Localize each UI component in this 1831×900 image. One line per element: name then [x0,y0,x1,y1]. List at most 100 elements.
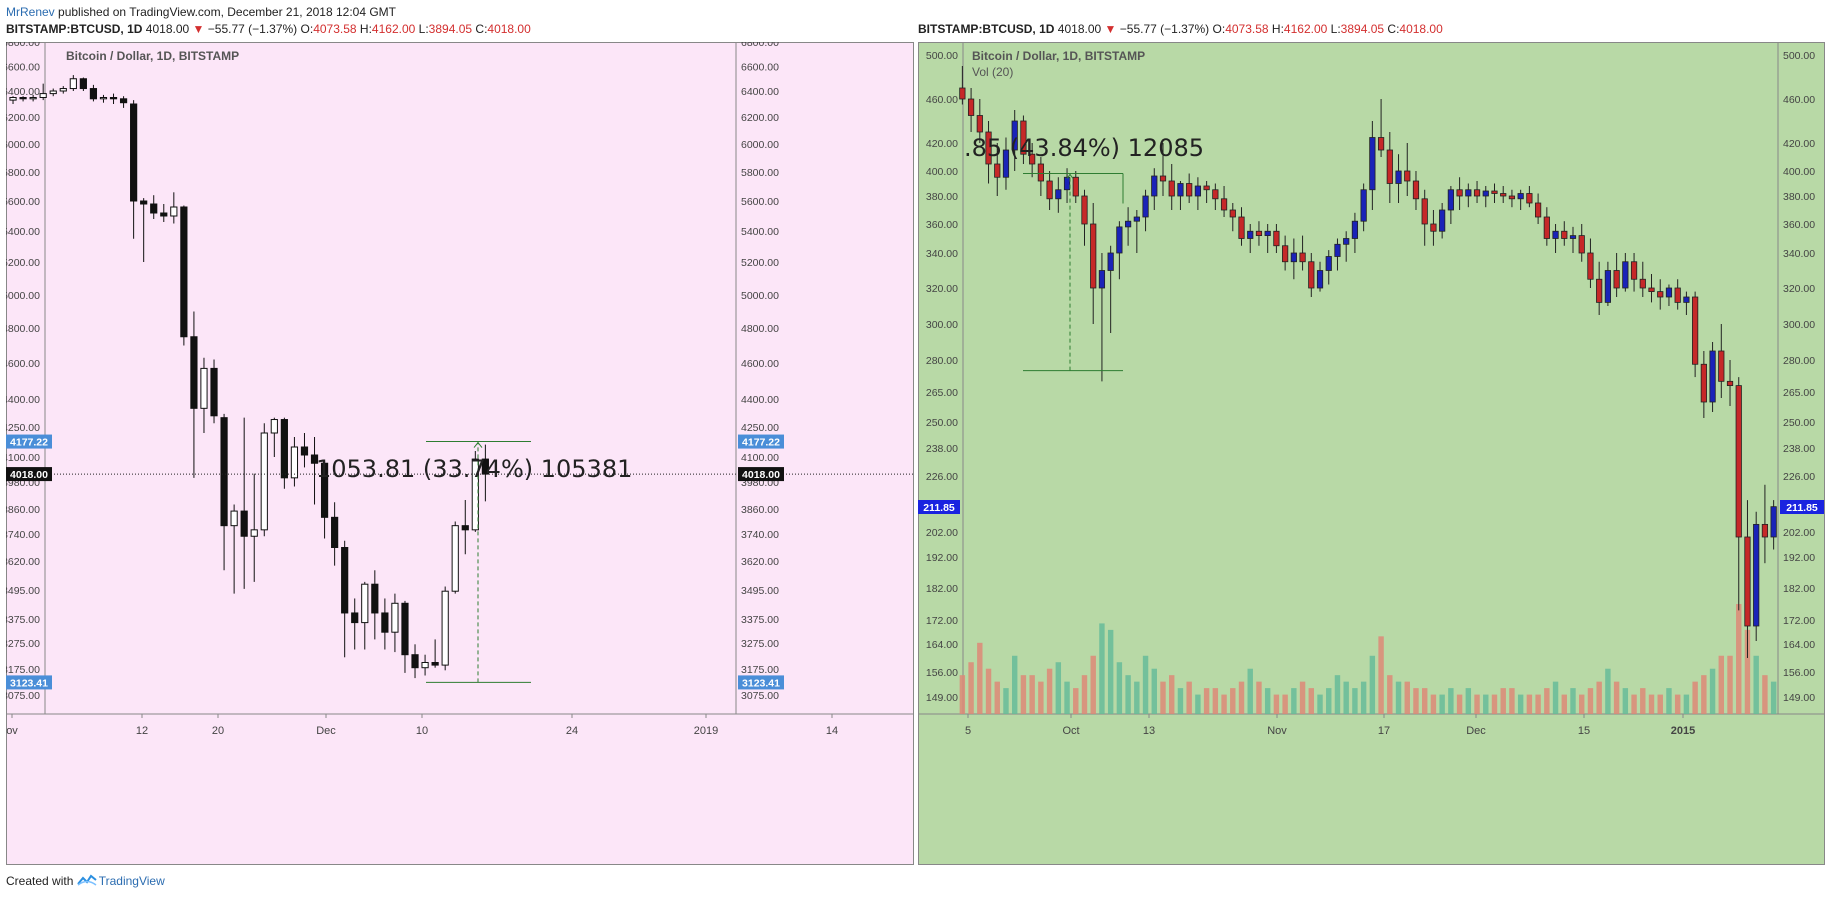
candle-body [1639,278,1646,289]
volume-bar [1456,694,1463,714]
y-tick-label-left: 6800.00 [6,42,40,49]
last-price: 4018.00 [145,22,190,36]
volume-bar [1552,681,1559,714]
x-tick-label: 5 [965,725,971,737]
measure-label: .85 (43.84%) 12085 [964,134,1204,162]
y-tick-label-right: 460.00 [1783,94,1815,106]
y-tick-label-left: 5600.00 [6,196,40,208]
volume-bar [1177,688,1184,714]
volume-bar [1326,688,1332,714]
candle-body [1238,216,1245,239]
volume-bar [1483,694,1489,714]
y-tick-label-left: 4600.00 [6,358,40,370]
volume-bar [1282,694,1288,714]
chart-pane-left[interactable]: 6800.00 6800.00 6600.00 6600.00 6400.00 6400.… [6,42,914,865]
price-badge-upper-right-text: 4177.22 [742,437,780,449]
candle-body [441,590,449,666]
candle-body [421,662,429,669]
y-tick-label-right: 172.00 [1783,615,1815,627]
y-tick-label-left: 4250.00 [6,422,40,434]
volume-bar [1299,681,1306,714]
candle-body [1316,270,1324,289]
price-badge-current-right-text: 4018.00 [742,469,780,481]
y-tick-label-left: 192.00 [926,552,958,564]
y-tick-label-right: 6400.00 [741,86,779,98]
y-tick-label-left: 5400.00 [6,226,40,238]
candle-body [230,510,238,527]
last-price: 4018.00 [1057,22,1102,36]
candle-body [1055,189,1062,200]
candle-body [130,103,138,202]
volume-bar [1203,688,1210,714]
open-label: O: [1212,22,1226,36]
volume-bar [1648,694,1655,714]
y-tick-label-right: 149.00 [1783,692,1815,704]
y-tick-label-left: 3495.00 [6,585,40,597]
volume-bar [994,681,1000,714]
candle-body [1630,261,1638,280]
created-with-label: Created with [6,874,74,888]
y-tick-label-right: 3175.00 [741,664,779,676]
candle-body [240,510,248,537]
y-tick-label-right: 400.00 [1783,166,1815,178]
candle-body [1395,170,1402,184]
high-value: 4162.00 [371,22,416,36]
volume-bar [1134,681,1140,714]
y-tick-label-right: 202.00 [1783,527,1815,539]
author-link[interactable]: MrRenev [6,5,55,19]
volume-bar [1308,688,1315,714]
candle-body [39,93,47,98]
chart-pane-right[interactable]: 500.00 500.00 460.00 460.00 420.00 420.00 400.… [918,42,1825,865]
volume-bar [1116,662,1123,714]
volume-bar [1744,629,1751,714]
price-badge-current-right [738,467,784,482]
candle-body [976,115,983,133]
price-badge-upper-right [738,434,784,449]
volume-bar [1526,694,1533,714]
volume-bar [1107,629,1114,714]
volume-bar [1073,688,1079,714]
candle-body [1500,193,1507,197]
candle-body [1299,252,1306,263]
candle-body [1561,230,1568,239]
candle-body [1726,380,1734,387]
candlestick-chart-right[interactable]: 500.00 500.00 460.00 460.00 420.00 420.00 400.… [918,42,1825,865]
symbol-name[interactable]: BITSTAMP:BTCUSD, 1D [6,22,143,36]
candle-body [1665,287,1673,298]
candle-body [1063,176,1071,191]
candle-body [1194,185,1201,197]
low-value: 3894.05 [428,22,473,36]
candlestick-chart-left[interactable]: 6800.00 6800.00 6600.00 6600.00 6400.00 6400.… [6,42,914,865]
candle-body [170,206,178,217]
candle-body [59,88,67,92]
volume-bar [1596,681,1602,714]
volume-bar [1029,675,1035,714]
y-tick-label-right: 3275.00 [741,638,779,650]
volume-bar [1291,688,1297,714]
candle-body [1491,190,1498,194]
candle-body [1517,193,1524,200]
candle-body [371,583,379,614]
volume-bar [1535,694,1541,714]
candle-body [451,525,459,592]
volume-bar [1544,688,1550,714]
candle-body [1290,252,1297,263]
volume-bar [1509,688,1515,714]
price-badge-upper-left [6,434,52,449]
volume-bar [1465,688,1472,714]
y-tick-label-left: 6400.00 [6,86,40,98]
x-tick-label: 2015 [1671,725,1695,737]
tradingview-link[interactable]: TradingView [98,874,165,888]
price-badge-current-right [1780,500,1824,514]
candle-body [1133,216,1140,222]
symbol-name[interactable]: BITSTAMP:BTCUSD, 1D [918,22,1055,36]
candle-body [1098,270,1106,289]
price-badge-current-left [918,500,960,514]
y-tick-label-right: 226.00 [1783,471,1815,483]
x-tick-label: 15 [1578,725,1590,737]
y-tick-label-right: 5000.00 [741,290,779,302]
y-tick-label-left: 265.00 [926,387,958,399]
volume-bar [1360,681,1367,714]
y-tick-label-left: 6600.00 [6,62,40,74]
price-badge-lower-right-text: 3123.41 [742,677,780,689]
